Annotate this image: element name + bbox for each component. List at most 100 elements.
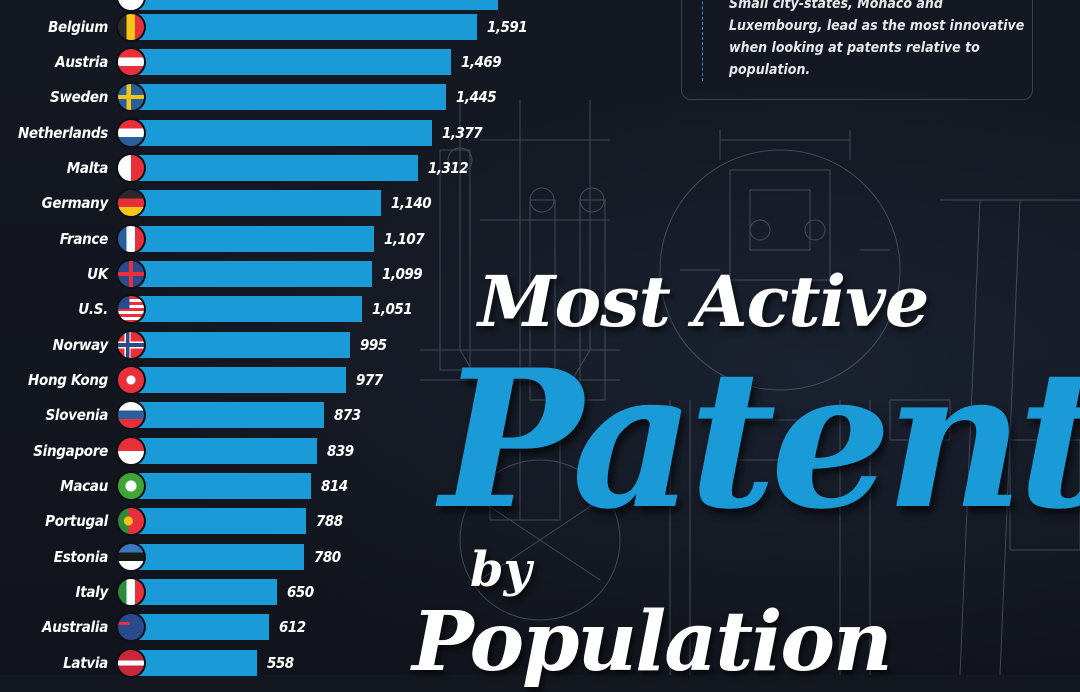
value-label: 1,445 [456, 88, 497, 106]
uk-flag-icon [116, 259, 146, 289]
chart-row-cropped [0, 0, 560, 12]
bar [138, 155, 418, 181]
dashed-accent-line [702, 0, 703, 81]
info-callout-text: Small city-states, Monaco and Luxembourg… [729, 0, 1025, 78]
germany-flag-icon [116, 188, 146, 218]
flag-icon-cropped [116, 0, 146, 12]
bar [138, 296, 362, 322]
value-label: 1,591 [487, 18, 528, 36]
bar [138, 367, 346, 393]
country-label: Malta [66, 159, 109, 177]
title-line-by: by [470, 542, 532, 598]
norway-flag-icon [116, 330, 146, 360]
chart-row-sweden: Sweden 1,445 [0, 82, 560, 112]
portugal-flag-icon [116, 506, 146, 536]
value-label: 839 [327, 442, 354, 460]
bar [138, 579, 277, 605]
macau-flag-icon [116, 471, 146, 501]
chart-row-netherlands: Netherlands 1,377 [0, 118, 560, 148]
bar [138, 190, 381, 216]
chart-row-belgium: Belgium 1,591 [0, 12, 560, 42]
bar [138, 261, 372, 287]
chart-row-uk: UK 1,099 [0, 259, 560, 289]
value-label: 1,051 [372, 300, 413, 318]
bar [138, 614, 269, 640]
chart-row-australia: Australia 612 [0, 612, 560, 642]
country-label: Australia [42, 618, 108, 636]
blueprint-background-drawing [420, 100, 1080, 676]
value-label: 780 [314, 548, 341, 566]
slovenia-flag-icon [116, 400, 146, 430]
value-label: 788 [316, 512, 343, 530]
chart-row-us: U.S. 1,051 [0, 294, 560, 324]
chart-row-malta: Malta 1,312 [0, 153, 560, 183]
value-label: 1,469 [461, 53, 502, 71]
bar [138, 544, 304, 570]
country-label: Italy [75, 583, 109, 601]
country-label: Latvia [63, 654, 108, 672]
bar [138, 84, 446, 110]
country-label: Belgium [48, 18, 108, 36]
value-label: 1,377 [442, 124, 483, 142]
country-label: Norway [52, 336, 109, 354]
country-label: Estonia [53, 548, 109, 566]
value-label: 1,099 [382, 265, 423, 283]
chart-row-macau: Macau 814 [0, 471, 560, 501]
bar [138, 226, 374, 252]
country-label: Macau [60, 477, 108, 495]
bar [138, 14, 477, 40]
bar [138, 49, 451, 75]
chart-row-portugal: Portugal 788 [0, 506, 560, 536]
austria-flag-icon [116, 47, 146, 77]
chart-row-norway: Norway 995 [0, 330, 560, 360]
bar [138, 0, 498, 10]
country-label: Portugal [45, 512, 108, 530]
value-label: 558 [267, 654, 294, 672]
title-line-most-active: Most Active [478, 260, 929, 343]
chart-row-germany: Germany 1,140 [0, 188, 560, 218]
title-line-population: Population [412, 594, 893, 690]
bar-chart: Belgium 1,591 Austria 1,469 Sweden 1,445… [0, 0, 560, 678]
sweden-flag-icon [116, 82, 146, 112]
country-label: Austria [55, 53, 108, 71]
chart-row-slovenia: Slovenia 873 [0, 400, 560, 430]
bar [138, 650, 257, 676]
value-label: 814 [321, 477, 348, 495]
value-label: 995 [360, 336, 387, 354]
chart-row-austria: Austria 1,469 [0, 47, 560, 77]
value-label: 977 [356, 371, 383, 389]
chart-row-france: France 1,107 [0, 224, 560, 254]
value-label: 1,140 [391, 194, 432, 212]
info-callout-box: Small city-states, Monaco and Luxembourg… [681, 0, 1033, 100]
italy-flag-icon [116, 577, 146, 607]
title-line-patents: Patents [440, 328, 1080, 551]
bar [138, 473, 311, 499]
country-label: Hong Kong [27, 371, 108, 389]
chart-row-italy: Italy 650 [0, 577, 560, 607]
country-label: Sweden [50, 88, 108, 106]
chart-row-latvia: Latvia 558 [0, 648, 560, 678]
value-label: 650 [287, 583, 314, 601]
bar [138, 402, 324, 428]
australia-flag-icon [116, 612, 146, 642]
netherlands-flag-icon [116, 118, 146, 148]
country-label: Slovenia [45, 406, 109, 424]
bar [138, 438, 317, 464]
latvia-flag-icon [116, 648, 146, 678]
bar [138, 508, 306, 534]
hong-kong-flag-icon [116, 365, 146, 395]
belgium-flag-icon [116, 12, 146, 42]
france-flag-icon [116, 224, 146, 254]
singapore-flag-icon [116, 436, 146, 466]
country-label: UK [87, 265, 108, 283]
country-label: France [59, 230, 109, 248]
chart-row-estonia: Estonia 780 [0, 542, 560, 572]
us-flag-icon [116, 294, 146, 324]
value-label: 873 [334, 406, 361, 424]
malta-flag-icon [116, 153, 146, 183]
value-label: 1,312 [428, 159, 469, 177]
country-label: Germany [41, 194, 109, 212]
country-label: Singapore [33, 442, 108, 460]
estonia-flag-icon [116, 542, 146, 572]
bar [138, 332, 350, 358]
